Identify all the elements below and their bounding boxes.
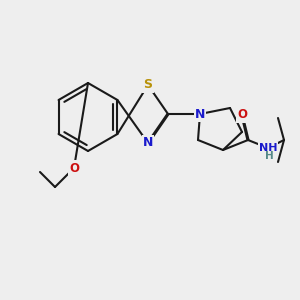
Text: N: N	[195, 107, 205, 121]
Text: O: O	[237, 109, 247, 122]
Text: NH: NH	[259, 143, 277, 153]
Text: H: H	[265, 151, 273, 161]
Text: O: O	[69, 161, 79, 175]
Text: S: S	[143, 79, 152, 92]
Text: N: N	[143, 136, 153, 149]
